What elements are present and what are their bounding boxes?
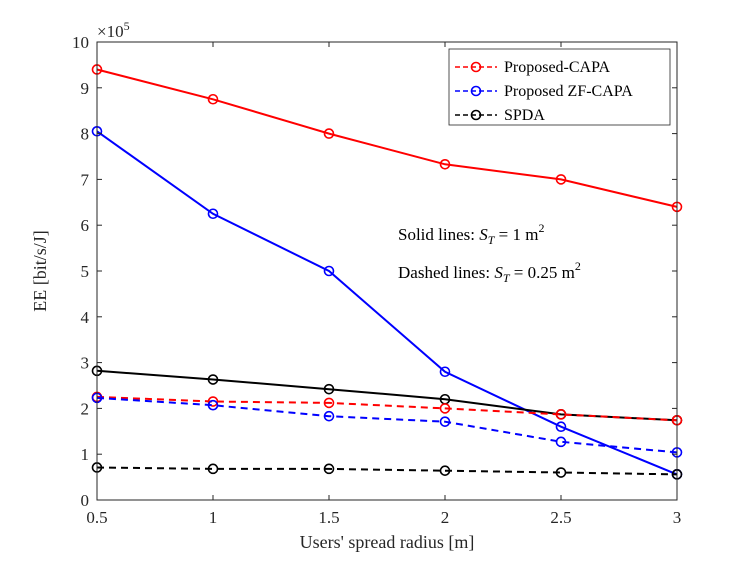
data-point (207, 396, 219, 407)
data-point (207, 399, 219, 411)
annotation-solid-lines: Solid lines: ST = 1 m2 (398, 221, 544, 247)
series-dashed-proposed-capa (91, 391, 683, 426)
data-point (555, 436, 567, 448)
x-axis-label: Users' spread radius [m] (300, 532, 475, 552)
series-line (96, 396, 678, 454)
data-point (207, 208, 219, 220)
y-tick-label: 2 (81, 399, 90, 418)
data-point (207, 93, 219, 105)
annotation-dashed-lines: Dashed lines: ST = 0.25 m2 (398, 259, 581, 285)
x-tick-label: 2 (441, 508, 450, 527)
legend-label: Proposed-CAPA (504, 59, 611, 76)
data-point (555, 421, 567, 433)
data-point (323, 265, 335, 277)
legend-entry: Proposed-CAPA (455, 59, 611, 76)
series-solid-proposed-capa (91, 64, 683, 213)
data-point (323, 383, 335, 395)
legend-swatch-marker (470, 85, 482, 97)
tick-marks: 0.5 1 1.5 2 2.5 3 0 1 2 3 4 5 6 7 8 9 10 (72, 33, 681, 527)
y-axis-label: EE [bit/s/J] (30, 230, 50, 312)
y-tick-label: 6 (81, 216, 90, 235)
y-tick-label: 7 (81, 170, 90, 189)
y-tick-label: 1 (81, 445, 90, 464)
data-point (555, 174, 567, 185)
y-tick-label: 9 (81, 79, 90, 98)
legend-box (448, 48, 671, 126)
x-tick-label: 1 (209, 508, 218, 527)
x-tick-label: 1.5 (318, 508, 339, 527)
y-tick-label: 4 (81, 308, 90, 327)
y-tick-label: 8 (81, 125, 90, 144)
y-axis-multiplier: ×105 (97, 19, 130, 41)
series-layer (91, 64, 683, 480)
legend-swatch-marker (470, 109, 482, 121)
legend: Proposed-CAPA Proposed ZF-CAPA SPDA (448, 48, 671, 126)
data-point (323, 128, 335, 139)
data-point (323, 410, 335, 422)
series-line (96, 395, 678, 422)
legend-entry: Proposed ZF-CAPA (455, 83, 633, 100)
legend-entry: SPDA (455, 107, 545, 124)
data-point (323, 397, 335, 409)
legend-swatch-marker (470, 61, 482, 73)
y-tick-label: 10 (72, 33, 89, 52)
legend-label: Proposed ZF-CAPA (504, 83, 633, 100)
data-point (439, 416, 451, 427)
data-point (207, 463, 219, 475)
data-point (439, 403, 451, 414)
data-point (439, 158, 451, 170)
data-point (555, 467, 567, 478)
x-tick-label: 0.5 (86, 508, 107, 527)
data-point (439, 465, 451, 476)
data-point (439, 366, 451, 378)
series-line (96, 68, 678, 208)
x-tick-label: 3 (673, 508, 682, 527)
series-line (96, 466, 678, 476)
data-point (207, 374, 219, 385)
data-point (555, 409, 567, 420)
data-point (323, 463, 335, 475)
legend-label: SPDA (504, 107, 545, 124)
y-tick-label: 3 (81, 354, 90, 373)
series-line (96, 130, 678, 476)
y-tick-label: 0 (81, 491, 90, 510)
y-tick-label: 5 (81, 262, 90, 281)
x-tick-label: 2.5 (550, 508, 571, 527)
